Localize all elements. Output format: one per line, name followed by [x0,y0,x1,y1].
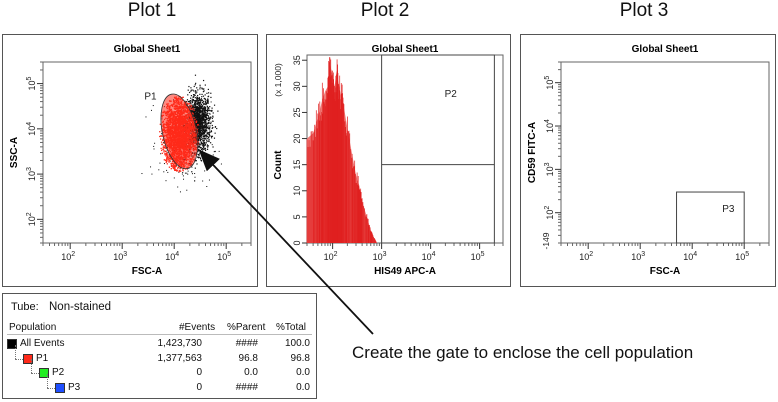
population-percent-total: 0.0 [296,367,310,378]
plot-1-panel: Global Sheet1 102 103 104 105 FSC-A 102 103 104 1… [2,34,258,287]
population-name: P3 [68,381,81,393]
plot-1-x-tick-label: 105 [217,251,231,262]
plot-1-gate-label: P1 [144,91,157,102]
plot-3-x-tick-label: 102 [579,251,593,262]
header-divider [7,334,312,335]
plot-2-sheet-title: Global Sheet1 [372,44,439,55]
tree-connector [47,387,55,389]
plot-2-x-tick-label: 102 [324,251,338,262]
population-row[interactable]: All Events 1,423,730 #### 100.0 [3,338,316,352]
plot-3-sheet-title: Global Sheet1 [632,44,699,55]
population-row[interactable]: P2 0 0.0 0.0 [3,367,316,381]
plot-2-y-tick-label: 15 [292,160,302,170]
plot-2-x-tick-label: 105 [471,251,485,262]
plot-3-x-tick-label: 103 [631,251,645,262]
plot-2-y-multiplier: (x 1,000) [273,63,283,97]
tube-value: Non-stained [49,301,112,313]
plot-2-y-tick-label: 35 [292,55,302,65]
plot-1-chart[interactable]: Global Sheet1 102 103 104 105 FSC-A 102 103 104 1… [3,35,257,286]
header-total: %Total [276,322,307,333]
tree-connector [31,359,32,373]
plot-2-y-tick-label: 25 [292,107,302,117]
plot-3-y-axis-label: CD59 FITC-A [527,122,538,183]
plot-1-y-tick-label: 104 [26,122,37,136]
plot-3-y-tick-label: 105 [544,76,555,90]
plot-3-x-tick-label: 104 [683,251,697,262]
plot-1-x-axis-label: FSC-A [132,266,163,277]
plot-2-y-tick-label: 30 [292,81,302,91]
plot-2-x-axis-label: HIS49 APC-A [374,266,436,277]
population-percent-total: 100.0 [284,338,310,349]
plot-1-x-tick-label: 103 [113,251,127,262]
plot-1-sheet-title: Global Sheet1 [114,44,181,55]
plot-1-y-axis-label: SSC-A [9,137,20,168]
plot-3-y-tick-label: 103 [544,162,555,176]
population-color-swatch [39,368,49,378]
plot-2-y-tick-label: 20 [292,134,302,144]
plot-3-x-tick-label: 105 [735,251,749,262]
population-events: 1,377,563 [157,352,203,364]
header-population: Population [9,322,57,333]
population-color-swatch [23,353,33,364]
plot-1-y-tick-label: 105 [26,77,37,91]
tree-connector [15,344,16,359]
plot-1-x-tick-label: 104 [165,251,179,262]
header-events: #Events [179,322,216,333]
plot-3-y-tick-label: 102 [544,206,555,220]
population-row[interactable]: P3 0 #### 0.0 [3,382,316,396]
plot-3-y-min-label: -149 [541,232,551,249]
population-name: P1 [36,352,49,364]
plot-1-plot-area [42,61,252,244]
population-percent-parent: #### [235,338,258,349]
tree-connector [31,373,39,374]
plot-2-x-tick-label: 103 [373,251,387,262]
plot-2-title: Plot 2 [360,0,410,21]
population-percent-parent: 96.8 [238,352,258,364]
plot-3-gate-label: P3 [722,204,735,215]
population-percent-total: 0.0 [296,381,310,393]
plot-3-panel: Global Sheet1 102 103 104 105 FSC-A 102 103 104 1… [520,34,776,287]
population-percent-parent: 0.0 [244,367,258,378]
plot-3-gate-p3 [676,191,745,244]
population-percent-parent: #### [235,381,258,393]
plot-3-title: Plot 3 [619,0,669,21]
plot-3-y-tick-label: 104 [544,119,555,133]
plot-2-gate-label: P2 [445,89,458,100]
tree-connector [15,358,23,360]
annotation-text: Create the gate to enclose the cell popu… [352,343,694,362]
plot-1-gate-p1 [160,93,199,170]
plot-2-panel: Global Sheet1 102 103 104 105 HIS49 APC-A 0 5 10… [266,34,511,287]
plot-2-chart[interactable]: Global Sheet1 102 103 104 105 HIS49 APC-A 0 5 10… [267,35,510,286]
population-name: P2 [52,367,65,378]
plot-2-gate-p2 [381,54,495,244]
population-color-swatch [7,339,17,349]
plot-3-x-axis-label: FSC-A [650,266,681,277]
plot-3-plot-area [560,61,770,244]
plot-1-y-tick-label: 103 [26,167,37,181]
plot-3-chart[interactable]: Global Sheet1 102 103 104 105 FSC-A 102 103 104 1… [521,35,775,286]
population-name: All Events [20,338,65,349]
tree-connector [47,373,48,388]
population-color-swatch [55,382,65,393]
population-percent-total: 96.8 [290,352,310,364]
population-row[interactable]: P1 1,377,563 96.8 96.8 [3,353,316,367]
plot-2-y-tick-label: 5 [292,214,302,219]
header-parent: %Parent [227,322,266,333]
plot-2-y-tick-label: 0 [292,240,302,245]
plot-1-title: Plot 1 [127,0,177,21]
plot-1-x-tick-label: 102 [61,251,75,262]
population-events: 0 [196,367,202,378]
plot-1-y-tick-label: 102 [26,212,37,226]
plot-2-y-tick-label: 10 [292,186,302,196]
plot-2-y-axis-label: Count [273,150,284,180]
plot-2-x-tick-label: 104 [422,251,436,262]
population-hierarchy-table: Tube: Non-stained Population #Events %Pa… [2,293,317,399]
population-events: 0 [196,381,202,393]
population-events: 1,423,730 [157,338,203,349]
tube-label: Tube: [11,301,39,313]
